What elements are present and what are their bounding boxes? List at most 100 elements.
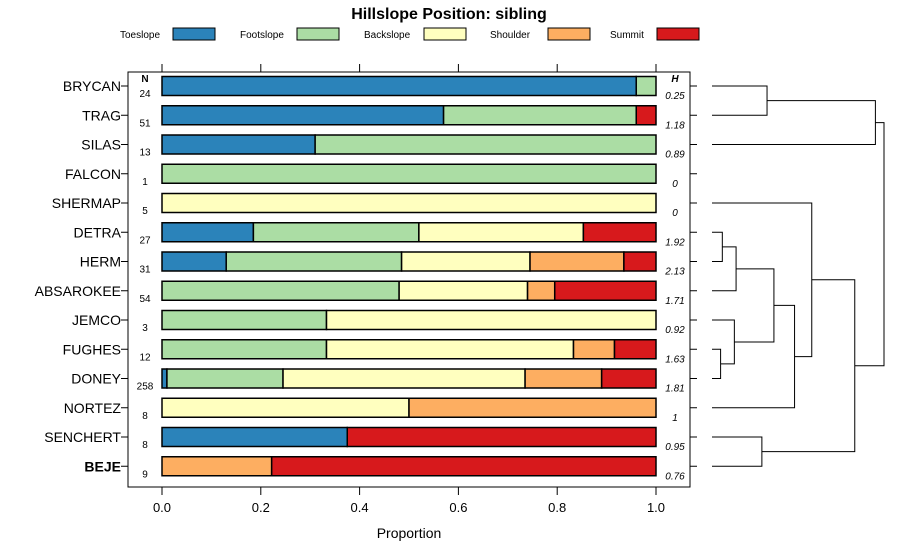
legend: Toeslope Footslope Backslope Shoulder Summit — [120, 27, 700, 41]
dendrogram-branch — [712, 100, 876, 145]
h-value: 1.63 — [665, 354, 685, 365]
bar-segment-footslope — [314, 134, 657, 155]
bar-row: FUGHES 12 1.63 — [63, 339, 697, 365]
bar-segment-backslope — [325, 309, 657, 331]
n-column-header: N — [141, 74, 148, 85]
bar-segment-footslope — [252, 222, 420, 243]
bar-row: JEMCO 3 0.92 — [72, 309, 697, 336]
row-label: FUGHES — [63, 341, 121, 357]
row-label: ABSAROKEE — [35, 283, 121, 299]
h-value: 0 — [672, 208, 678, 219]
n-value: 9 — [142, 469, 148, 480]
legend-swatch — [296, 27, 340, 41]
bar-segment-backslope — [161, 397, 410, 418]
bar-segment-summit — [270, 456, 657, 477]
n-value: 27 — [139, 235, 151, 246]
row-label: BEJE — [84, 458, 121, 474]
h-column-header: H — [671, 74, 679, 85]
legend-swatch — [656, 27, 700, 41]
bar-segment-backslope — [400, 251, 531, 272]
row-label: HERM — [80, 254, 121, 270]
bar-segment-toeslope — [161, 75, 637, 97]
legend-label: Toeslope — [120, 30, 160, 41]
dendrogram-branch — [712, 246, 737, 292]
bar-segment-toeslope — [161, 426, 348, 448]
row-label: DONEY — [71, 371, 121, 387]
dendrogram-branch — [712, 231, 723, 262]
row-label: JEMCO — [72, 312, 121, 328]
x-tick-label: 0.0 — [153, 500, 171, 515]
bar-segment-summit — [600, 368, 657, 389]
bar-segment-footslope — [161, 280, 400, 301]
h-value: 1.81 — [665, 384, 684, 395]
bar-segment-summit — [623, 251, 657, 272]
row-label: SHERMAP — [52, 195, 121, 211]
bar-row: SILAS 13 0.89 — [81, 134, 697, 161]
bar-segment-toeslope — [161, 105, 445, 126]
x-tick-label: 1.0 — [647, 500, 665, 515]
legend-label: Backslope — [364, 30, 411, 41]
bar-segment-shoulder — [529, 251, 625, 272]
dendrogram-branch — [854, 122, 885, 367]
bar-segment-summit — [553, 280, 657, 301]
h-value: 1.92 — [665, 237, 685, 248]
bar-row: HERM 31 2.13 — [80, 251, 697, 278]
legend-swatch — [547, 27, 591, 41]
n-value: 51 — [139, 118, 151, 129]
bar-segment-backslope — [325, 339, 575, 360]
h-value: 1.18 — [665, 120, 685, 131]
legend-label: Summit — [610, 30, 644, 41]
bar-segment-backslope — [418, 222, 585, 243]
bar-segment-footslope — [161, 339, 328, 360]
x-tick-label: 0.2 — [252, 500, 270, 515]
bar-segment-summit — [582, 222, 657, 243]
dendrogram-branch — [712, 85, 768, 116]
bar-row: NORTEZ 8 1 — [64, 397, 697, 424]
bar-segment-footslope — [442, 105, 637, 126]
bar-segment-toeslope — [161, 222, 255, 243]
x-axis-label: Proportion — [377, 525, 442, 541]
legend-label: Shoulder — [490, 30, 531, 41]
bar-segment-footslope — [161, 309, 328, 331]
bar-segment-toeslope — [161, 251, 227, 272]
h-value: 0.89 — [665, 150, 685, 161]
plot-frame — [127, 71, 691, 488]
bar-row: DONEY 258 1.81 — [71, 368, 697, 395]
dendrogram-branch — [712, 319, 735, 365]
chart-title: Hillslope Position: sibling — [351, 6, 547, 23]
h-value: 0.92 — [665, 325, 685, 336]
row-label: TRAG — [82, 107, 121, 123]
dendrogram-branch — [712, 436, 763, 467]
bar-segment-shoulder — [526, 280, 556, 301]
bar-segment-shoulder — [408, 397, 657, 418]
bar-segment-footslope — [635, 75, 657, 97]
bar-segment-footslope — [225, 251, 403, 272]
dendrogram-branch — [712, 304, 796, 409]
bar-segment-shoulder — [161, 456, 273, 477]
h-value: 0 — [672, 179, 678, 190]
top-axis-ticks — [161, 64, 657, 72]
h-value: 0.76 — [665, 471, 685, 482]
bar-segment-toeslope — [161, 134, 316, 155]
bar-segment-shoulder — [524, 368, 603, 389]
bar-segment-backslope — [161, 192, 657, 214]
bar-segment-summit — [613, 339, 657, 360]
dendrogram-branch — [712, 348, 722, 379]
bar-segment-footslope — [161, 163, 657, 184]
x-tick-label: 0.8 — [548, 500, 566, 515]
dendrogram-branch — [734, 268, 775, 343]
bar-row: SENCHERT 8 0.95 — [44, 426, 697, 453]
h-value: 1.71 — [665, 296, 684, 307]
bar-segment-footslope — [166, 368, 284, 389]
bar-segment-summit — [635, 105, 657, 126]
bar-row: FALCON 1 0 — [65, 163, 697, 190]
bar-segment-backslope — [398, 280, 529, 301]
h-value: 1 — [672, 413, 678, 424]
row-label: BRYCAN — [63, 78, 121, 94]
bar-segment-summit — [346, 426, 657, 448]
n-value: 1 — [142, 177, 148, 188]
n-value: 5 — [142, 206, 148, 217]
n-value: 12 — [139, 352, 151, 363]
bar-row: BEJE 9 0.76 — [84, 456, 697, 482]
